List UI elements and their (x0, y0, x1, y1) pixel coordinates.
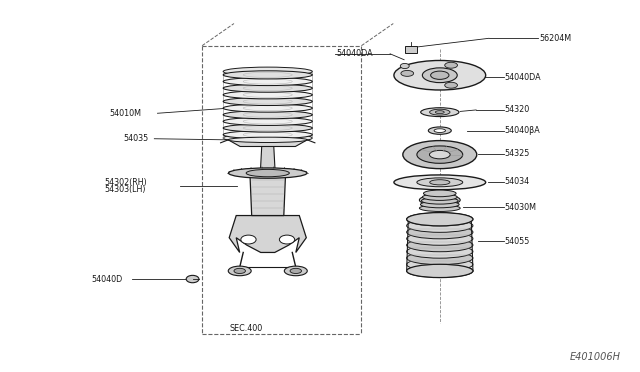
Ellipse shape (406, 264, 473, 278)
Ellipse shape (234, 268, 246, 273)
Text: 54040B: 54040B (269, 227, 300, 235)
Ellipse shape (223, 104, 312, 112)
Ellipse shape (223, 111, 312, 119)
Text: 54010M: 54010M (109, 109, 141, 118)
Ellipse shape (406, 219, 473, 232)
Ellipse shape (419, 195, 460, 206)
Ellipse shape (228, 168, 307, 178)
Text: 54034: 54034 (505, 177, 530, 186)
Text: 54035: 54035 (124, 134, 149, 143)
Ellipse shape (406, 238, 473, 252)
Ellipse shape (417, 146, 463, 163)
Ellipse shape (420, 201, 459, 208)
Ellipse shape (284, 266, 307, 276)
Polygon shape (229, 215, 307, 253)
Ellipse shape (280, 235, 294, 244)
Ellipse shape (424, 190, 456, 197)
Ellipse shape (445, 82, 458, 88)
Ellipse shape (401, 70, 413, 76)
Text: 54325: 54325 (505, 150, 530, 158)
Ellipse shape (406, 232, 473, 245)
Text: 54040DA: 54040DA (336, 49, 372, 58)
Ellipse shape (403, 141, 477, 169)
Ellipse shape (406, 212, 473, 226)
Ellipse shape (394, 175, 486, 190)
Ellipse shape (435, 111, 444, 113)
Text: 56204M: 56204M (540, 34, 572, 43)
Text: 54320: 54320 (505, 105, 530, 115)
Polygon shape (228, 140, 307, 147)
Ellipse shape (422, 68, 457, 83)
Ellipse shape (223, 117, 312, 125)
Ellipse shape (223, 84, 312, 92)
Text: 54303(LH): 54303(LH) (104, 185, 146, 194)
Text: 54040DA: 54040DA (505, 73, 541, 81)
Ellipse shape (431, 71, 449, 79)
Text: 54030M: 54030M (505, 202, 537, 212)
Text: E401006H: E401006H (570, 352, 621, 362)
Ellipse shape (400, 63, 409, 68)
Text: 54040D: 54040D (92, 275, 123, 283)
Ellipse shape (417, 178, 463, 187)
Ellipse shape (394, 61, 486, 90)
Bar (404, 46, 417, 53)
Ellipse shape (223, 71, 312, 79)
Ellipse shape (428, 127, 451, 134)
Text: 54302(RH): 54302(RH) (104, 178, 147, 187)
Ellipse shape (434, 129, 445, 132)
Polygon shape (250, 173, 285, 215)
Ellipse shape (429, 180, 450, 185)
Ellipse shape (246, 169, 289, 177)
Ellipse shape (406, 245, 473, 258)
Ellipse shape (419, 205, 460, 211)
Ellipse shape (406, 251, 473, 264)
Ellipse shape (406, 225, 473, 239)
Ellipse shape (241, 235, 256, 244)
Text: 54055: 54055 (505, 237, 530, 246)
Ellipse shape (406, 264, 473, 278)
Ellipse shape (420, 108, 459, 116)
Ellipse shape (406, 258, 473, 271)
Ellipse shape (186, 275, 199, 283)
Ellipse shape (429, 109, 450, 115)
Ellipse shape (223, 124, 312, 132)
Ellipse shape (228, 137, 307, 142)
Text: SEC.400: SEC.400 (230, 324, 263, 333)
Ellipse shape (228, 266, 251, 276)
Ellipse shape (290, 268, 301, 273)
Ellipse shape (223, 91, 312, 99)
Ellipse shape (223, 77, 312, 86)
Ellipse shape (406, 212, 473, 226)
Ellipse shape (223, 67, 312, 76)
Ellipse shape (445, 62, 458, 68)
Ellipse shape (223, 131, 312, 139)
Ellipse shape (422, 194, 457, 201)
Text: 54040βA: 54040βA (505, 126, 541, 135)
Polygon shape (260, 141, 275, 173)
Ellipse shape (422, 198, 458, 204)
Ellipse shape (223, 97, 312, 106)
Ellipse shape (429, 150, 450, 159)
Ellipse shape (223, 134, 312, 142)
